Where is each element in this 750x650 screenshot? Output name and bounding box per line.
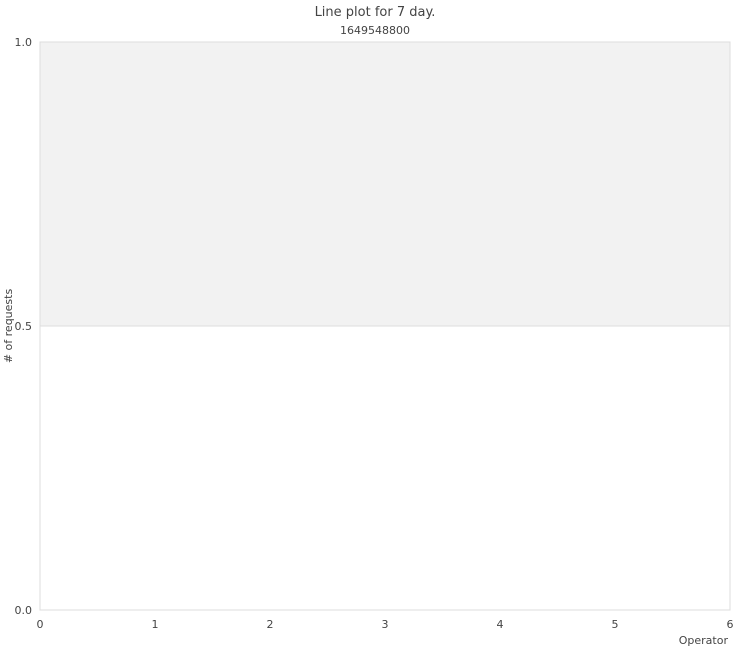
x-tick-label-1: 1 [152,618,159,631]
band-0 [40,42,730,326]
chart-title: Line plot for 7 day. [315,5,436,20]
y-tick-label-0: 0.0 [15,604,33,617]
y-axis-label: # of requests [2,289,15,364]
plot-frame [39,41,731,611]
y-tick-label-2: 1.0 [15,36,33,49]
x-tick-label-3: 3 [382,618,389,631]
y-axis-ticks: 0.0 0.5 1.0 [15,36,33,617]
plot-area [39,41,731,611]
x-axis-label: Operator [679,634,729,647]
x-tick-label-4: 4 [497,618,504,631]
x-tick-label-5: 5 [612,618,619,631]
chart-subtitle: 1649548800 [340,24,410,37]
x-tick-label-6: 6 [727,618,734,631]
x-tick-label-2: 2 [267,618,274,631]
x-tick-label-0: 0 [37,618,44,631]
y-tick-label-1: 0.5 [15,320,33,333]
x-axis-ticks: 0 1 2 3 4 5 6 [37,618,734,631]
